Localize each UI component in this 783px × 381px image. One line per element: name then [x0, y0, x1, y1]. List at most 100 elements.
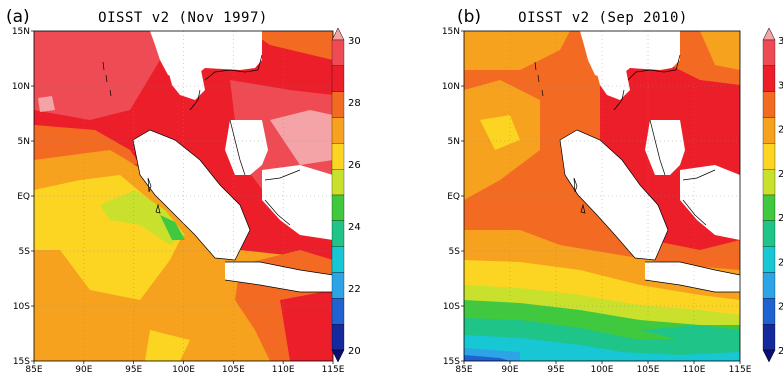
land-thailand: [596, 65, 630, 100]
x-tick-label: 115E: [322, 365, 345, 375]
y-tick-label: 15S: [443, 357, 460, 367]
coastlines-a: [102, 54, 333, 293]
sst-field-a: [34, 31, 333, 361]
colorbar-segment: [762, 65, 776, 92]
colorbar-tick-label: 2: [778, 213, 783, 224]
x-tick-label: 95E: [547, 365, 564, 375]
panel-b-colorbar: 3 3 2 2 2 2 2 2: [762, 27, 783, 363]
sst-29-nw: [34, 31, 160, 120]
x-tick-label: 95E: [125, 365, 142, 375]
y-tick-label: EQ: [447, 192, 460, 202]
land-indochina: [580, 31, 680, 80]
x-tick-label: 85E: [25, 365, 42, 375]
land-malaysia: [225, 120, 268, 175]
colorbar-segment: [331, 194, 345, 221]
colorbar-segment: [331, 246, 345, 273]
x-tick-label: 85E: [455, 365, 472, 375]
sst-25-s: [145, 330, 190, 361]
y-tick-label: 5S: [19, 247, 31, 257]
colorbar-segment: [331, 298, 345, 325]
land-borneo: [680, 165, 740, 240]
x-tick-label: 115E: [729, 365, 752, 375]
colorbar-segment: [762, 143, 776, 170]
y-tick-label: 10N: [12, 82, 30, 92]
x-tick-label: 110E: [683, 365, 706, 375]
x-tick-label: 105E: [637, 365, 660, 375]
sst-field-b: [464, 31, 740, 361]
colorbar-tick-label: 2: [778, 125, 783, 136]
colorbar-arrow-top: [331, 27, 345, 41]
panel-a: (a) OISST v2 (Nov 1997) 85E 90E 95E 100E 105…: [6, 7, 361, 375]
colorbar-segment: [331, 324, 345, 351]
y-tick-label: 10S: [13, 302, 30, 312]
colorbar-tick-label: 3: [778, 80, 783, 91]
colorbar-tick-label: 2: [778, 169, 783, 180]
sst-23: [160, 215, 185, 240]
land-thailand: [168, 65, 205, 100]
colorbar-tick-label: 2: [778, 302, 783, 313]
y-tick-label: 15N: [12, 27, 30, 37]
colorbar-segment: [331, 91, 345, 118]
land-java: [645, 262, 740, 292]
land-sumatra: [133, 130, 250, 260]
land-borneo: [262, 165, 333, 240]
colorbar-arrow-top: [762, 27, 776, 41]
colorbar-segment: [331, 272, 345, 299]
panel-a-label: (a): [6, 7, 30, 27]
land-java: [225, 262, 333, 292]
panel-a-map: [33, 30, 334, 362]
panel-a-axes: 85E 90E 95E 100E 105E 110E 115E 15N 10N 5N EQ 5S 10S…: [12, 27, 345, 375]
sst-27-ne: [250, 31, 333, 60]
land-a: [133, 31, 333, 292]
land-sumatra: [560, 130, 668, 260]
sst-30-e: [270, 110, 333, 165]
colorbar-tick-label: 2: [778, 257, 783, 268]
x-tick-label: 100E: [591, 365, 614, 375]
colorbar-tick-label: 22: [348, 284, 361, 295]
sst-21-c: [520, 340, 660, 361]
colorbar-tick-label: 2: [778, 346, 783, 357]
y-tick-label: 5N: [448, 137, 460, 147]
colorbar-segment: [331, 143, 345, 170]
colorbar-segment: [331, 117, 345, 144]
colorbar-segment: [762, 39, 776, 66]
land-indochina: [150, 31, 262, 80]
sst-26-ne: [700, 31, 740, 70]
y-tick-label: 10S: [443, 302, 460, 312]
panel-b-label: (b): [457, 7, 481, 27]
y-tick-label: 15S: [13, 357, 30, 367]
panel-b-axes: 85E 90E 95E 100E 105E 110E 115E 15N 10N 5N EQ 5S 10S…: [442, 27, 752, 375]
colorbar-arrow-bottom: [331, 349, 345, 363]
panel-b-map: [463, 30, 741, 362]
colorbar-segment: [331, 169, 345, 196]
sst-24: [100, 190, 185, 245]
colorbar-segment: [331, 39, 345, 66]
x-tick-label: 110E: [272, 365, 295, 375]
y-tick-label: 5S: [449, 247, 461, 257]
x-tick-label: 105E: [222, 365, 245, 375]
colorbar-tick-label: 20: [348, 346, 361, 357]
panel-a-title: OISST v2 (Nov 1997): [98, 10, 268, 26]
colorbar-segment: [762, 117, 776, 144]
land-b: [560, 31, 740, 292]
colorbar-segment: [762, 324, 776, 351]
y-tick-label: EQ: [17, 192, 30, 202]
y-tick-label: 15N: [442, 27, 460, 37]
coastlines-b: [534, 54, 740, 293]
sst-26-nw: [464, 31, 570, 70]
colorbar-tick-label: 26: [348, 160, 361, 171]
x-tick-label: 90E: [501, 365, 518, 375]
x-tick-label: 100E: [172, 365, 195, 375]
y-tick-label: 5N: [18, 137, 30, 147]
x-tick-label: 90E: [75, 365, 92, 375]
colorbar-tick-label: 3: [778, 36, 783, 47]
sst-22-c: [640, 325, 740, 350]
sst-30-w: [38, 96, 55, 112]
colorbar-segment: [762, 169, 776, 196]
sst-28-se: [280, 290, 333, 361]
colorbar-segment: [762, 220, 776, 247]
colorbar-tick-label: 24: [348, 222, 361, 233]
colorbar-tick-label: 28: [348, 98, 361, 109]
panel-a-colorbar: 30 28 26 24 22 20: [331, 27, 361, 363]
colorbar-segment: [331, 220, 345, 247]
